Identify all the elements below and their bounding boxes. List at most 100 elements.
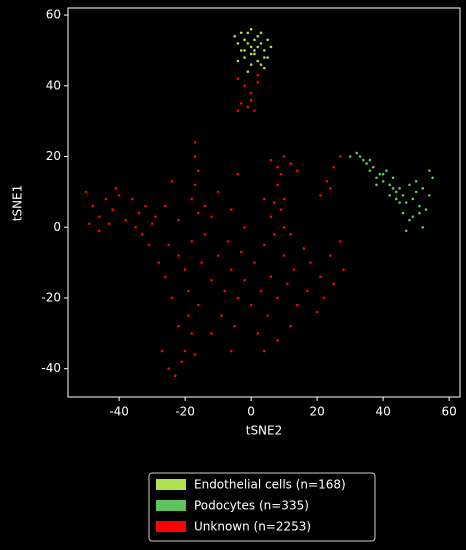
point <box>150 222 154 226</box>
point <box>421 187 425 190</box>
point <box>282 254 286 257</box>
point <box>424 208 428 211</box>
point <box>338 155 342 158</box>
point <box>170 296 174 300</box>
point <box>322 296 326 300</box>
point <box>296 169 299 172</box>
point <box>243 84 246 88</box>
point <box>114 187 118 190</box>
point <box>236 172 240 176</box>
point <box>391 187 395 190</box>
point <box>243 49 246 52</box>
point <box>263 243 266 247</box>
point <box>329 254 332 257</box>
point <box>253 49 256 52</box>
point <box>404 201 408 204</box>
point <box>276 296 279 300</box>
point <box>210 332 213 335</box>
point <box>348 155 352 158</box>
point <box>134 225 137 229</box>
point <box>104 197 108 201</box>
point <box>398 201 401 204</box>
point <box>243 279 246 282</box>
point <box>371 165 375 169</box>
point <box>269 158 273 162</box>
point <box>355 151 359 155</box>
x-axis-label: tSNE2 <box>246 424 283 438</box>
point <box>362 158 365 162</box>
point <box>266 314 269 317</box>
point <box>249 27 253 31</box>
x-tick-label: 20 <box>309 405 324 419</box>
point <box>203 204 207 208</box>
point <box>197 211 200 215</box>
x-tick-label: -20 <box>175 405 195 419</box>
point <box>263 349 266 353</box>
point <box>282 197 286 201</box>
legend-swatch <box>156 500 186 511</box>
point <box>365 162 368 165</box>
point <box>375 176 378 180</box>
point <box>193 141 197 144</box>
y-tick-label: 0 <box>53 220 61 234</box>
point <box>282 225 286 229</box>
legend-label: Unknown (n=2253) <box>194 520 311 534</box>
point <box>395 197 398 201</box>
point <box>381 179 385 183</box>
point <box>243 56 246 59</box>
point <box>401 211 405 215</box>
point <box>398 187 401 190</box>
point <box>418 204 421 208</box>
point <box>239 102 243 105</box>
point <box>408 218 411 222</box>
point <box>269 215 273 218</box>
point <box>279 208 283 211</box>
point <box>259 63 263 66</box>
point <box>131 197 134 201</box>
y-axis-label: tSNE1 <box>11 185 25 222</box>
point <box>279 172 283 176</box>
point <box>183 268 187 271</box>
point <box>177 254 180 257</box>
point <box>263 49 266 52</box>
point <box>319 194 322 197</box>
point <box>243 38 246 42</box>
point <box>107 222 111 226</box>
point <box>358 155 362 158</box>
point <box>111 208 114 211</box>
point <box>431 176 434 180</box>
point <box>236 296 240 300</box>
point <box>325 179 329 183</box>
point <box>190 197 194 201</box>
point <box>180 360 184 363</box>
point <box>256 80 260 84</box>
point <box>404 229 408 233</box>
point <box>411 197 415 201</box>
point <box>200 261 203 264</box>
point <box>157 261 161 264</box>
point <box>259 289 263 293</box>
point <box>421 225 425 229</box>
point <box>160 349 164 353</box>
point <box>246 105 250 109</box>
point <box>276 339 279 342</box>
point <box>272 233 276 236</box>
point <box>173 374 177 378</box>
point <box>233 34 236 38</box>
x-tick-label: 60 <box>441 405 456 419</box>
point <box>144 204 147 208</box>
point <box>292 268 296 271</box>
point <box>187 289 190 293</box>
legend-label: Endothelial cells (n=168) <box>194 478 346 492</box>
point <box>329 187 332 190</box>
point <box>256 45 260 49</box>
point <box>263 56 266 59</box>
point <box>164 275 167 279</box>
point <box>381 172 385 176</box>
point <box>395 190 398 194</box>
point <box>230 208 233 211</box>
point <box>263 197 266 201</box>
x-tick-label: -40 <box>109 405 129 419</box>
point <box>177 324 180 328</box>
